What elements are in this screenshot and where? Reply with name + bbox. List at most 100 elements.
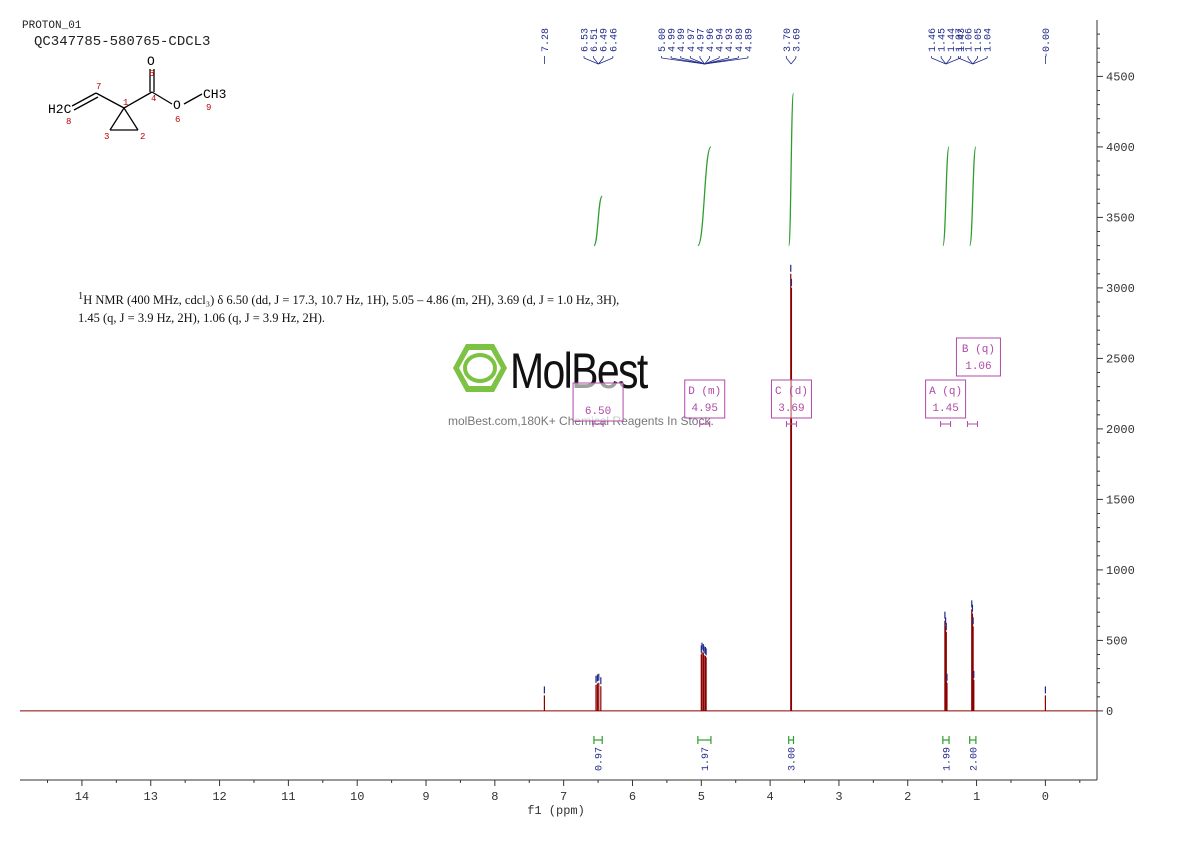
x-tick-label: 9 — [422, 790, 429, 804]
peak-label: 1.07 — [955, 28, 966, 52]
atom-number: 9 — [206, 103, 211, 113]
y-tick-label: 1500 — [1106, 493, 1135, 507]
y-tick-label: 2500 — [1106, 352, 1135, 366]
x-tick-label: 11 — [281, 790, 295, 804]
nmr-description: 1H NMR (400 MHz, cdcl₃) δ 6.50 (dd, J = … — [78, 288, 638, 327]
x-tick-label: 2 — [904, 790, 911, 804]
atom-number: 1 — [123, 98, 128, 108]
peak-label: 1.43 — [957, 28, 968, 52]
peak-label: 1.06 — [964, 28, 975, 52]
peak-label-connector — [671, 57, 705, 65]
integral-value: 3.00 — [788, 747, 799, 771]
peak-label: 6.51 — [590, 28, 601, 52]
multiplet-shift: 3.69 — [778, 403, 804, 415]
peak-label: 7.28 — [541, 28, 552, 52]
molecule-structure: O O CH3 H2C 5 6 9 8 7 1 4 3 2 — [48, 54, 226, 142]
multiplet-label: C (d) — [775, 386, 808, 398]
peak-label: 6.46 — [609, 28, 620, 52]
peak-label-connector — [704, 57, 748, 65]
peak-label: 1.05 — [974, 28, 985, 52]
x-tick-label: 10 — [350, 790, 364, 804]
peak-label-connector — [680, 57, 705, 65]
integral-curve — [593, 195, 603, 247]
multiplet-shift: 1.06 — [965, 361, 991, 373]
peak-label-connector — [593, 57, 599, 65]
x-tick-label: 14 — [75, 790, 89, 804]
y-tick-label: 3500 — [1106, 211, 1135, 225]
peak-label-connector — [790, 57, 797, 65]
peak-label-connector — [785, 57, 792, 65]
atom-number: 7 — [96, 82, 101, 92]
peak-label-connector — [958, 57, 973, 65]
peak-label: 4.89 — [744, 28, 755, 52]
x-tick-label: 6 — [629, 790, 636, 804]
peak-label-connector — [945, 57, 952, 65]
peak-label-connector — [598, 57, 613, 65]
peak-label-connector — [598, 57, 604, 65]
peak-label-connector — [690, 57, 705, 65]
peak-label: 4.94 — [716, 28, 727, 52]
x-tick-label: 8 — [491, 790, 498, 804]
peak-label-connector — [940, 57, 947, 65]
y-tick-label: 4500 — [1106, 70, 1135, 84]
watermark-brand: MolBest — [510, 343, 648, 399]
watermark-site: molBest.com,180K+ Chemical Reagents In S… — [448, 414, 714, 428]
peak-label: 1.46 — [928, 28, 939, 52]
x-tick-label: 5 — [698, 790, 705, 804]
peak-label: 6.53 — [581, 28, 592, 52]
peak-label: 1.44 — [947, 28, 958, 52]
peak-label-connector — [704, 57, 720, 65]
integral-value: 1.97 — [701, 747, 712, 771]
experiment-name: PROTON_01 — [22, 20, 82, 32]
x-tick-label: 4 — [767, 790, 774, 804]
peak-label: 4.99 — [668, 28, 679, 52]
atom-number: 8 — [66, 117, 71, 127]
y-tick-label: 3000 — [1106, 282, 1135, 296]
peak-label-connector — [931, 57, 947, 65]
peak-label-connector — [967, 57, 974, 65]
spectrum-layer — [20, 264, 1097, 712]
peak-label: 6.49 — [600, 28, 611, 52]
sample-id: QC347785-580765-CDCL3 — [34, 34, 211, 50]
x-tick-label: 13 — [144, 790, 158, 804]
peak-label: 4.99 — [677, 28, 688, 52]
multiplet-box — [770, 379, 812, 419]
multiplet-box — [684, 379, 726, 419]
peak-label-connector — [704, 57, 739, 65]
peak-label: 4.97 — [696, 28, 707, 52]
atom-number: 4 — [151, 94, 156, 104]
y-tick-label: 4000 — [1106, 141, 1135, 155]
atom-symbol: O — [147, 54, 155, 69]
peak-label-connector — [704, 57, 729, 65]
y-tick-label: 2000 — [1106, 423, 1135, 437]
atom-number: 5 — [149, 69, 154, 79]
peak-label: 4.97 — [687, 28, 698, 52]
hexagon-logo-icon — [453, 344, 507, 392]
peak-label-connector — [972, 57, 988, 65]
atom-symbol: O — [173, 98, 181, 113]
integral-value: 1.99 — [942, 747, 953, 771]
y-tick-label: 500 — [1106, 634, 1128, 648]
x-tick-label: 12 — [212, 790, 226, 804]
peak-label: 3.70 — [783, 28, 794, 52]
peak-label: 5.00 — [658, 28, 669, 52]
atom-symbol: H2C — [48, 102, 72, 117]
peak-label: -0.00 — [1042, 28, 1053, 58]
peak-label-connector — [704, 57, 710, 65]
peak-label: 4.96 — [706, 28, 717, 52]
multiplet-shift: 1.45 — [932, 403, 958, 415]
atom-number: 2 — [140, 132, 145, 142]
description-superscript: 1 — [78, 291, 84, 302]
y-tick-label: 1000 — [1106, 564, 1135, 578]
peak-label: 4.89 — [735, 28, 746, 52]
atom-number: 3 — [104, 132, 109, 142]
peak-label-connector — [583, 57, 599, 65]
multiplet-box — [925, 379, 967, 419]
integral-curve — [942, 146, 950, 247]
multiplet-label: D (m) — [688, 386, 721, 398]
atom-symbol: CH3 — [203, 87, 226, 102]
peak-label-connector — [945, 57, 961, 65]
peak-label: 4.93 — [725, 28, 736, 52]
peak-label-connector — [661, 57, 705, 65]
atom-number: 6 — [175, 115, 180, 125]
